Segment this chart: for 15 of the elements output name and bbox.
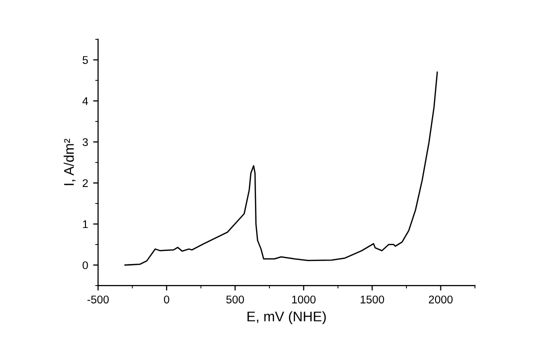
x-axis-title: E, mV (NHE) xyxy=(248,311,326,324)
x-tick-label: 500 xyxy=(226,296,244,304)
line-series xyxy=(124,72,438,266)
y-tick-label: 5 xyxy=(82,56,88,64)
y-tick-label: 3 xyxy=(82,138,88,146)
x-tick-label: 1000 xyxy=(292,296,316,304)
y-tick-label: 2 xyxy=(82,179,88,187)
x-tick-label: 2000 xyxy=(428,296,453,304)
x-tick-label: -500 xyxy=(87,296,109,304)
y-axis-title: I, A/dm² xyxy=(64,138,76,186)
x-tick-label: 1500 xyxy=(360,296,384,304)
x-tick-label: 0 xyxy=(164,296,170,304)
y-tick-label: 0 xyxy=(82,261,88,270)
y-tick-label: 1 xyxy=(83,220,88,228)
y-tick-label: 4 xyxy=(82,97,88,105)
